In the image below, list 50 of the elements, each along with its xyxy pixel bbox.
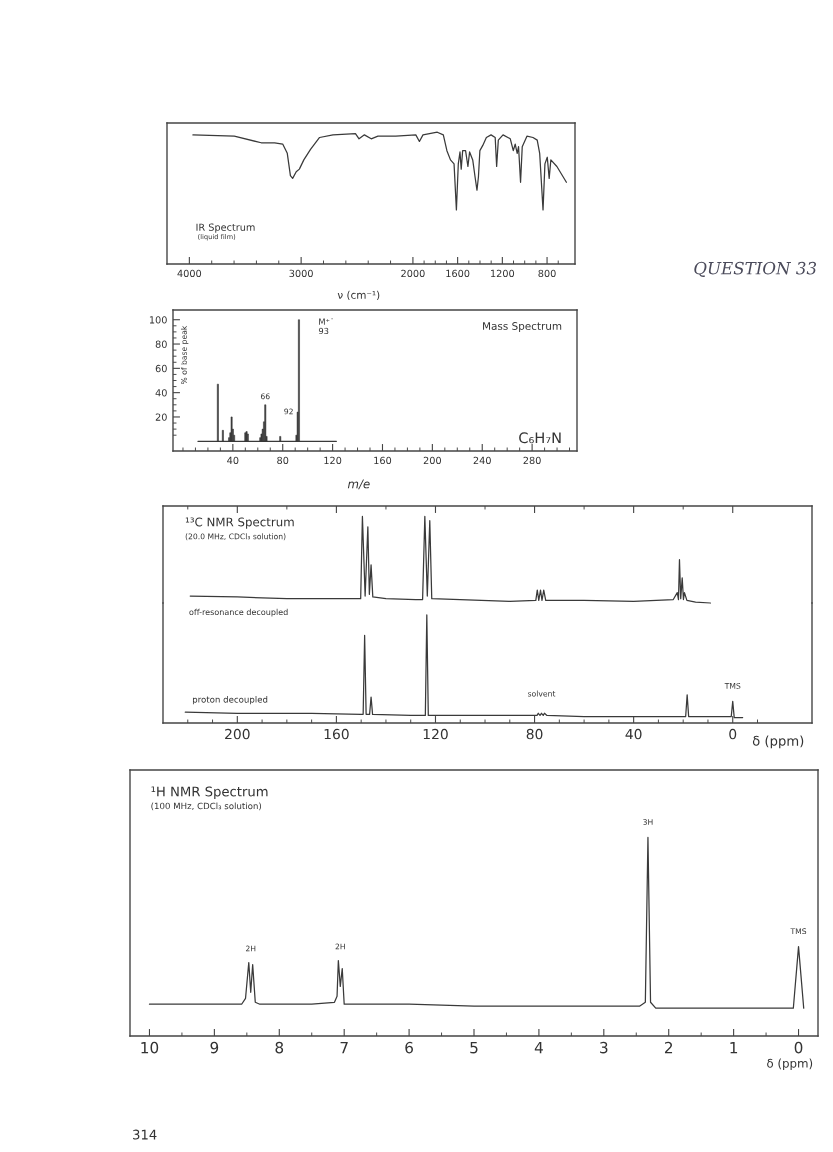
x-tick-label: 200 [423, 456, 441, 465]
x-tick-label: 240 [473, 456, 491, 465]
x-tick-label: 280 [523, 456, 541, 465]
x-tick-label: 80 [526, 728, 543, 740]
x-tick-label: 1600 [446, 269, 470, 278]
x-tick-label: 5 [470, 1042, 478, 1054]
x-tick-label: 40 [227, 456, 239, 465]
x-tick-label: 160 [324, 728, 349, 740]
x-tick-label: 1 [730, 1042, 738, 1054]
x-tick-label: 6 [405, 1041, 413, 1054]
x-axis-title: δ (ppm) [767, 1058, 813, 1071]
x-tick-label: 3 [600, 1041, 608, 1054]
annotation: C₆H₇N [519, 432, 561, 444]
x-tick-label: 8 [275, 1041, 284, 1054]
annotation: off-resonance decoupled [189, 608, 288, 617]
x-tick-label: 120 [324, 456, 342, 465]
chart-title: ¹³C NMR Spectrum [185, 517, 294, 529]
x-tick-label: 3000 [289, 269, 313, 278]
chart-title: ¹H NMR Spectrum [151, 786, 268, 799]
x-axis-title: m/e [347, 479, 370, 490]
x-axis-title: ν (cm⁻¹) [337, 290, 380, 301]
y-tick-label: 20 [155, 413, 167, 421]
y-tick-label: 40 [155, 389, 167, 397]
text: 314 [133, 1129, 157, 1140]
x-tick-label: 10 [141, 1041, 159, 1054]
x-tick-label: 1200 [491, 269, 515, 278]
x-tick-label: 2000 [401, 269, 425, 278]
x-tick-label: 160 [374, 456, 392, 465]
y-tick-label: 60 [155, 364, 167, 373]
x-axis-title: δ (ppm) [752, 735, 804, 749]
x-tick-label: 120 [423, 728, 448, 740]
x-tick-label: 800 [538, 269, 556, 278]
x-tick-label: 7 [340, 1042, 348, 1054]
x-tick-label: 2 [664, 1041, 673, 1054]
y-tick-label: 100 [149, 316, 167, 324]
y-tick-label: 80 [155, 340, 167, 348]
text: Mass Spectrum [483, 322, 562, 332]
x-tick-label: 200 [225, 728, 250, 740]
text: IR Spectrum [196, 223, 255, 233]
x-tick-label: 0 [729, 728, 737, 740]
x-tick-label: 4 [534, 1042, 543, 1054]
chart-subtitle: (100 MHz, CDCl₃ solution) [151, 802, 262, 811]
x-tick-label: 4000 [177, 269, 202, 278]
x-tick-label: 9 [210, 1041, 219, 1054]
annotation: proton decoupled [192, 696, 268, 705]
x-tick-label: 0 [794, 1041, 803, 1054]
x-tick-label: 80 [277, 456, 289, 465]
text: QUESTION 33 [694, 261, 817, 277]
x-tick-label: 40 [625, 728, 642, 740]
annotation: M⁺˙ 93 [318, 318, 333, 335]
